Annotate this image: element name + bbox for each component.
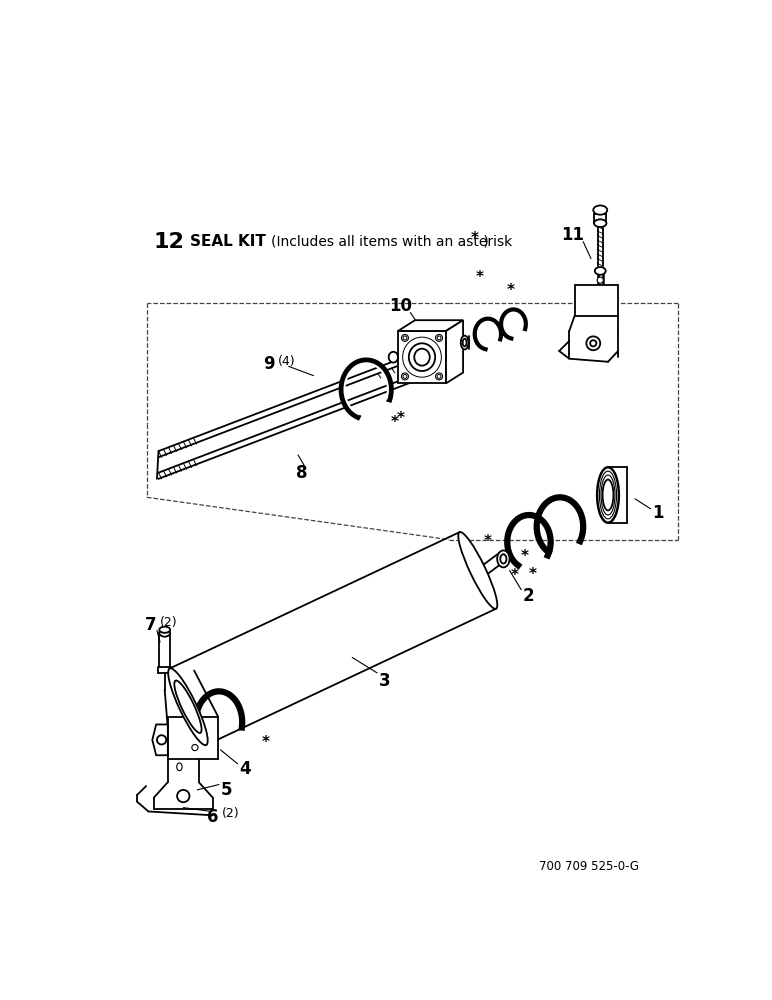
Ellipse shape [415,349,430,366]
Ellipse shape [401,373,408,380]
Text: *: * [529,567,537,582]
Text: 700 709 525-0-G: 700 709 525-0-G [539,860,639,873]
Ellipse shape [586,336,601,350]
Ellipse shape [437,336,441,340]
Ellipse shape [603,480,614,510]
Text: (2): (2) [222,807,239,820]
Text: 11: 11 [561,227,584,244]
Text: 4: 4 [239,760,251,778]
Ellipse shape [590,340,597,346]
Text: (Includes all items with an asterisk: (Includes all items with an asterisk [271,235,512,249]
Polygon shape [152,724,168,755]
Text: *: * [397,411,405,426]
Text: 7: 7 [145,616,157,634]
Ellipse shape [459,532,497,609]
Ellipse shape [403,336,407,340]
Ellipse shape [461,336,469,349]
Ellipse shape [500,554,506,564]
Ellipse shape [159,629,170,637]
Ellipse shape [497,550,510,567]
Text: 12: 12 [153,232,184,252]
Text: 5: 5 [221,781,232,799]
Text: SEAL KIT: SEAL KIT [189,234,266,249]
Polygon shape [398,331,446,383]
Text: 6: 6 [207,808,218,826]
Text: 9: 9 [262,355,274,373]
Text: 10: 10 [390,297,412,315]
Text: *: * [476,270,484,285]
Text: *: * [471,231,479,246]
Text: 8: 8 [296,464,307,482]
Text: *: * [262,735,269,750]
Ellipse shape [168,668,208,745]
Ellipse shape [435,373,442,380]
Ellipse shape [157,735,166,744]
Polygon shape [398,320,463,331]
Text: 1: 1 [652,504,664,522]
Ellipse shape [593,205,608,215]
Text: *: * [391,415,399,430]
Ellipse shape [191,744,198,751]
Ellipse shape [159,627,170,633]
Ellipse shape [594,219,607,227]
Ellipse shape [435,334,442,341]
Ellipse shape [598,467,619,523]
Text: *: * [511,568,519,583]
Text: *: * [521,549,529,564]
Ellipse shape [401,334,408,341]
Text: 2: 2 [523,587,534,605]
Ellipse shape [177,790,189,802]
Polygon shape [446,320,463,383]
Text: *: * [484,534,492,549]
Ellipse shape [409,343,435,371]
Text: ): ) [479,235,489,249]
Ellipse shape [177,763,182,771]
Text: (2): (2) [160,616,178,629]
Ellipse shape [174,681,201,733]
Polygon shape [168,717,218,759]
Ellipse shape [403,374,407,378]
Polygon shape [574,285,618,316]
Ellipse shape [462,339,466,346]
Text: *: * [507,283,515,298]
Ellipse shape [388,352,398,363]
Text: (4): (4) [278,355,296,368]
Ellipse shape [594,267,606,275]
Ellipse shape [437,374,441,378]
Text: 3: 3 [379,672,391,690]
Ellipse shape [598,277,604,283]
